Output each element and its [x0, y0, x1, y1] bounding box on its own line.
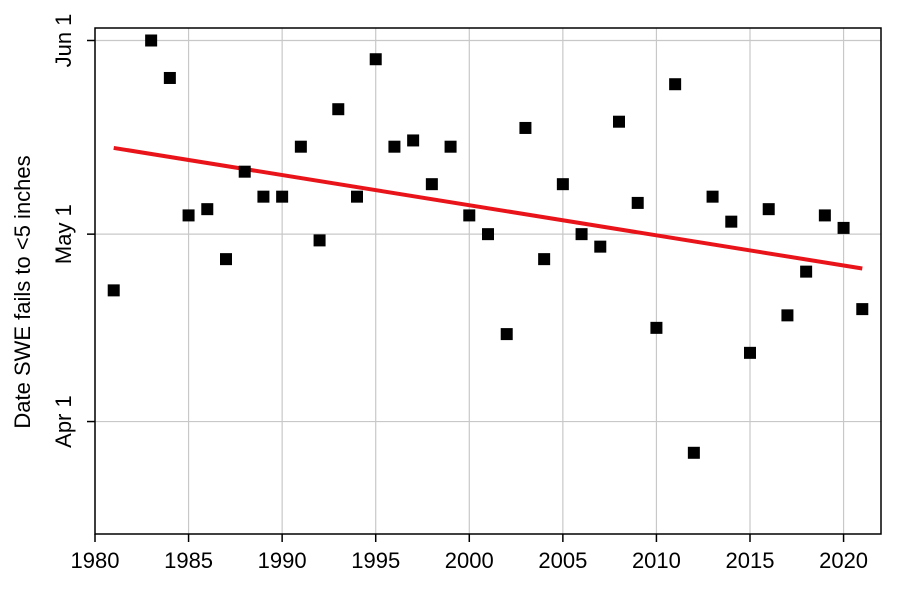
x-tick-label: 1985 [164, 548, 213, 573]
data-point [837, 221, 850, 234]
data-point [556, 178, 569, 191]
data-point [276, 190, 289, 203]
data-point [182, 209, 195, 222]
data-point [332, 103, 345, 116]
data-point [407, 134, 420, 147]
x-tick-label: 2000 [445, 548, 494, 573]
y-tick-label: May 1 [51, 204, 76, 264]
data-point [781, 309, 794, 322]
data-point [238, 165, 251, 178]
data-point [856, 303, 869, 316]
data-point [687, 446, 700, 459]
data-point [594, 240, 607, 253]
data-point [669, 78, 682, 91]
grid-lines [94, 28, 881, 534]
data-point [163, 71, 176, 84]
data-point [388, 140, 401, 153]
data-point [369, 53, 382, 66]
x-tick-label: 1990 [258, 548, 307, 573]
data-point [313, 234, 326, 247]
data-point [519, 121, 532, 134]
x-tick-label: 2020 [819, 548, 868, 573]
data-point [744, 346, 756, 359]
data-point [631, 196, 644, 209]
data-point [145, 34, 158, 47]
data-point [500, 328, 513, 341]
y-axis: Apr 1 May 1 Jun 1 [51, 14, 95, 448]
data-point [201, 203, 214, 216]
data-point [107, 284, 120, 297]
data-point [220, 253, 232, 266]
x-tick-label: 2010 [632, 548, 681, 573]
trend-line [113, 145, 863, 271]
data-point [762, 203, 775, 216]
data-point [800, 265, 813, 278]
data-point [650, 321, 663, 334]
data-point [613, 115, 625, 128]
data-point [482, 228, 494, 241]
data-point [706, 190, 719, 203]
trend-line-group [113, 145, 863, 271]
data-point [463, 209, 476, 222]
data-point [575, 228, 588, 241]
x-tick-label: 2005 [538, 548, 587, 573]
y-axis-label: Date SWE fails to <5 inches [10, 155, 35, 428]
data-point [294, 140, 307, 153]
data-points [107, 34, 869, 459]
y-tick-label: Jun 1 [51, 14, 76, 68]
data-point [725, 215, 738, 228]
data-point [444, 140, 457, 153]
x-axis: 1980 1985 1990 1995 2000 2005 2010 2015 2020 [71, 534, 868, 573]
x-tick-label: 1995 [351, 548, 400, 573]
data-point [818, 209, 831, 222]
x-tick-label: 2015 [726, 548, 775, 573]
data-point [538, 253, 551, 266]
plot-frame [94, 27, 882, 535]
data-point [425, 178, 438, 191]
data-point [351, 190, 363, 203]
x-tick-label: 1980 [71, 548, 120, 573]
data-point [257, 190, 270, 203]
y-tick-label: Apr 1 [51, 395, 76, 448]
